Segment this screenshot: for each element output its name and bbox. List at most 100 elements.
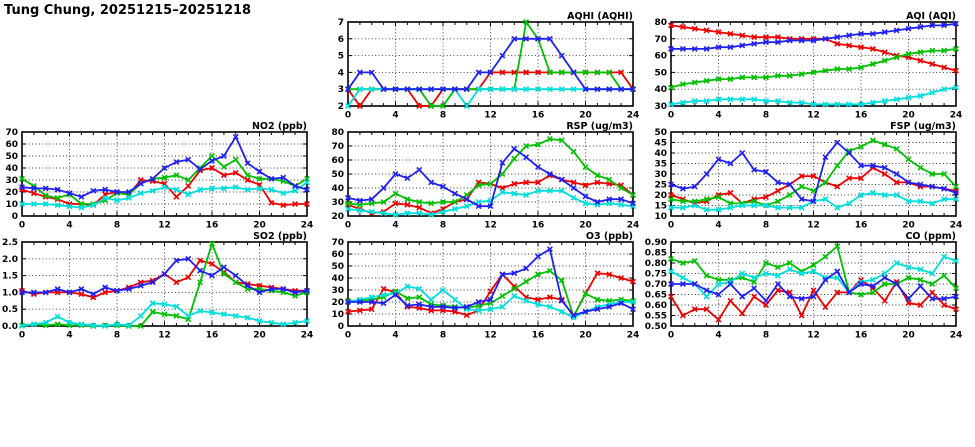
svg-text:40: 40	[654, 85, 667, 95]
svg-text:4: 4	[392, 331, 398, 341]
svg-text:4: 4	[66, 221, 72, 231]
svg-text:1.0: 1.0	[2, 288, 18, 298]
svg-text:0: 0	[19, 221, 25, 231]
svg-text:30: 30	[654, 170, 667, 180]
svg-text:0: 0	[345, 221, 351, 231]
svg-text:16: 16	[206, 331, 219, 341]
svg-text:20: 20	[902, 221, 915, 231]
svg-text:60: 60	[654, 52, 667, 62]
chart-title-o3: O3 (ppb)	[585, 231, 633, 242]
svg-text:30: 30	[5, 176, 18, 186]
svg-text:8: 8	[763, 221, 769, 231]
svg-text:0.0: 0.0	[2, 322, 18, 332]
svg-text:15: 15	[654, 202, 667, 212]
svg-text:0.55: 0.55	[645, 312, 667, 322]
svg-text:35: 35	[654, 160, 667, 170]
svg-text:50: 50	[331, 170, 344, 180]
chart-o3: O3 (ppb) 0 10 20 30 40 50 60 70 0 4 8 12 16 20 24	[320, 230, 655, 342]
svg-text:20: 20	[902, 111, 915, 121]
chart-title-rsp: RSP (ug/m3)	[566, 121, 633, 132]
svg-text:45: 45	[654, 139, 667, 149]
svg-text:0.85: 0.85	[645, 249, 667, 259]
svg-text:50: 50	[654, 128, 667, 138]
svg-text:4: 4	[715, 221, 721, 231]
svg-text:16: 16	[532, 331, 545, 341]
svg-text:20: 20	[5, 188, 18, 198]
svg-text:2.0: 2.0	[2, 255, 18, 265]
svg-text:8: 8	[114, 331, 120, 341]
svg-text:0: 0	[668, 221, 674, 231]
svg-text:8: 8	[763, 331, 769, 341]
svg-text:8: 8	[763, 111, 769, 121]
chart-rsp: RSP (ug/m3) 20 30 40 50 60 70 80 0 4 8 12 16 20 24	[320, 120, 655, 232]
svg-text:0.60: 0.60	[645, 301, 667, 311]
svg-text:8: 8	[114, 221, 120, 231]
svg-text:80: 80	[331, 128, 344, 138]
chart-title-co: CO (ppm)	[905, 231, 956, 242]
svg-text:4: 4	[715, 111, 721, 121]
svg-text:30: 30	[331, 286, 344, 296]
svg-text:20: 20	[331, 298, 344, 308]
svg-text:50: 50	[5, 152, 18, 162]
svg-text:12: 12	[484, 331, 497, 341]
svg-text:16: 16	[206, 221, 219, 231]
svg-text:12: 12	[158, 221, 171, 231]
svg-text:20: 20	[654, 191, 667, 201]
chart-co: CO (ppm) 0.50 0.55 0.60 0.65 0.70 0.75 0.80 0.8…	[643, 230, 975, 342]
svg-text:0: 0	[345, 111, 351, 121]
svg-text:40: 40	[331, 274, 344, 284]
svg-text:80: 80	[654, 18, 667, 28]
svg-text:30: 30	[654, 102, 667, 112]
svg-text:0: 0	[668, 111, 674, 121]
svg-text:25: 25	[654, 181, 667, 191]
svg-text:20: 20	[579, 221, 592, 231]
svg-text:16: 16	[855, 111, 868, 121]
chart-fsp: FSP (ug/m3) 10 15 20 25 30 35 40 45 50 0 4 8 12 16 20 2…	[643, 120, 975, 232]
svg-text:8: 8	[440, 221, 446, 231]
svg-text:12: 12	[807, 331, 820, 341]
svg-text:20: 20	[253, 221, 266, 231]
svg-text:10: 10	[5, 200, 18, 210]
svg-text:24: 24	[301, 331, 314, 341]
svg-text:2: 2	[338, 102, 344, 112]
svg-text:0: 0	[19, 331, 25, 341]
svg-text:0.75: 0.75	[645, 270, 667, 280]
svg-text:0.65: 0.65	[645, 291, 667, 301]
svg-text:0.80: 0.80	[645, 259, 667, 269]
chart-aqi: AQI (AQI) 30 40 50 60 70 80 0 4 8 12 16 20 24	[643, 10, 975, 122]
svg-text:40: 40	[654, 149, 667, 159]
svg-text:60: 60	[331, 250, 344, 260]
svg-text:7: 7	[338, 18, 344, 28]
svg-text:0: 0	[12, 212, 18, 222]
svg-text:60: 60	[331, 156, 344, 166]
svg-text:12: 12	[484, 111, 497, 121]
svg-text:20: 20	[902, 331, 915, 341]
svg-text:24: 24	[627, 111, 640, 121]
svg-text:40: 40	[5, 164, 18, 174]
svg-text:4: 4	[338, 68, 344, 78]
svg-text:20: 20	[579, 111, 592, 121]
chart-title-aqhi: AQHI (AQHI)	[567, 11, 633, 22]
svg-text:24: 24	[627, 221, 640, 231]
svg-text:50: 50	[654, 68, 667, 78]
chart-no2: NO2 (ppb) 0 10 20 30 40 50 60 70 0 4 8 12 16 20 24	[0, 120, 329, 232]
svg-text:0: 0	[345, 331, 351, 341]
svg-text:2.5: 2.5	[2, 238, 18, 248]
svg-text:0.70: 0.70	[645, 280, 667, 290]
svg-text:8: 8	[440, 111, 446, 121]
svg-text:0.5: 0.5	[2, 305, 18, 315]
svg-text:8: 8	[440, 331, 446, 341]
svg-text:70: 70	[331, 142, 344, 152]
svg-text:4: 4	[715, 331, 721, 341]
svg-text:12: 12	[158, 331, 171, 341]
svg-text:24: 24	[301, 221, 314, 231]
svg-text:0: 0	[338, 322, 344, 332]
svg-text:4: 4	[392, 221, 398, 231]
svg-text:50: 50	[331, 262, 344, 272]
svg-text:70: 70	[654, 35, 667, 45]
svg-text:30: 30	[331, 198, 344, 208]
svg-text:5: 5	[338, 52, 344, 62]
svg-text:20: 20	[579, 331, 592, 341]
svg-text:16: 16	[532, 221, 545, 231]
svg-text:10: 10	[331, 310, 344, 320]
